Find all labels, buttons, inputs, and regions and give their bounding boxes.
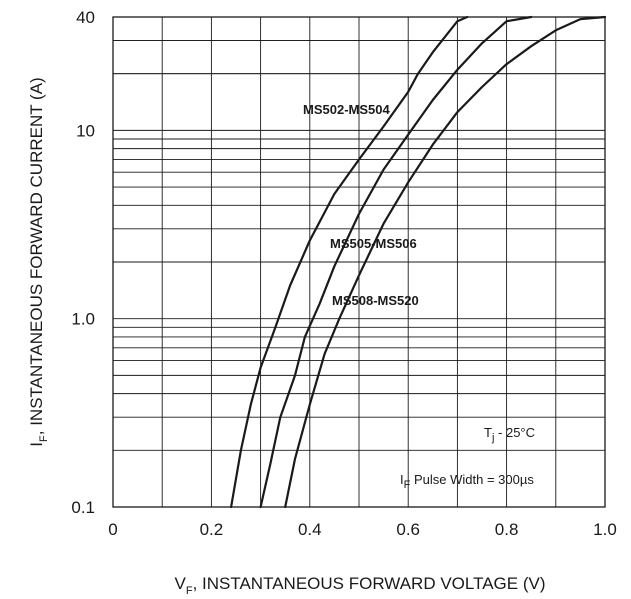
x-tick-label: 0.8 [495, 520, 519, 539]
series-label-ms505: MS505-MS506 [330, 236, 417, 251]
plot-border [112, 16, 606, 508]
x-tick-label: 0.2 [200, 520, 224, 539]
series-layer [230, 15, 607, 509]
series-line-3 [284, 15, 607, 509]
x-tick-label: 0 [108, 520, 117, 539]
series-line-2 [259, 15, 533, 509]
series-label-ms502: MS502-MS504 [303, 102, 390, 117]
y-tick-label: 0.1 [71, 498, 95, 517]
y-tick-label: 10 [76, 121, 95, 140]
x-tick-label: 0.6 [396, 520, 420, 539]
grid [113, 17, 605, 507]
pulse-width-annotation: IF Pulse Width = 300µs [400, 472, 534, 491]
x-tick-label: 0.4 [298, 520, 322, 539]
tj-annotation: Tj - 25°C [484, 425, 535, 444]
x-axis-title: VF, INSTANTANEOUS FORWARD VOLTAGE (V) [174, 574, 545, 597]
x-tick-label: 1.0 [593, 520, 617, 539]
y-tick-label: 1.0 [71, 310, 95, 329]
series-label-ms508: MS508-MS520 [332, 293, 419, 308]
y-tick-label: 40 [76, 8, 95, 27]
tick-labels: 0 0.2 0.4 0.6 0.8 1.0 40 10 1.0 0.1 [71, 8, 616, 539]
y-axis-title: IF, INSTANTANEOUS FORWARD CURRENT (A) [27, 77, 50, 446]
series-line-1 [230, 15, 469, 509]
